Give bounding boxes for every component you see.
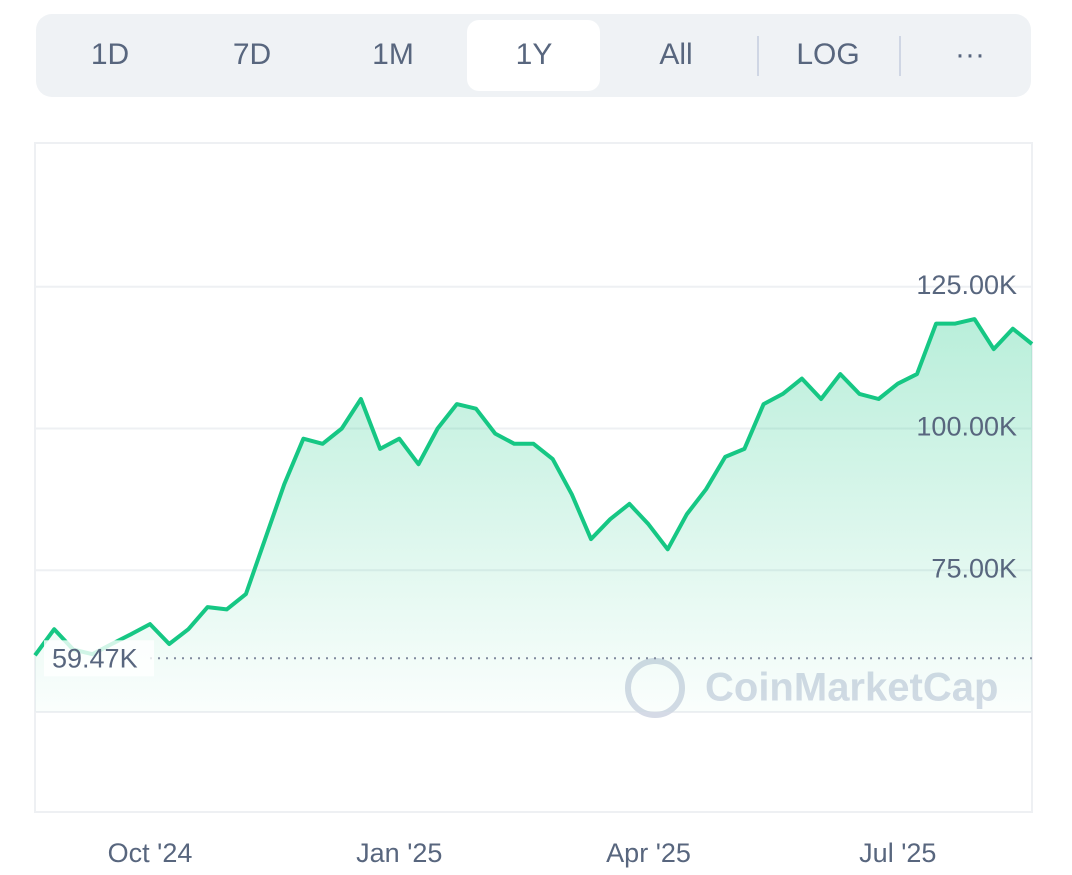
tab[interactable]: 1Y bbox=[516, 38, 553, 71]
tab[interactable]: 1M bbox=[372, 38, 414, 71]
price-line bbox=[33, 317, 1034, 657]
reference-label-bg bbox=[44, 640, 154, 677]
tab-selected-bg bbox=[467, 20, 600, 91]
x-tick-label: Apr '25 bbox=[606, 838, 691, 868]
y-tick-label: 75.00K bbox=[931, 553, 1017, 583]
tab[interactable]: All bbox=[659, 38, 692, 71]
y-tick-label: 100.00K bbox=[916, 412, 1017, 442]
tab[interactable]: 7D bbox=[233, 38, 271, 71]
x-tick-label: Oct '24 bbox=[108, 838, 193, 868]
reference-label: 59.47K bbox=[52, 643, 138, 673]
y-tick-label: 125.00K bbox=[916, 270, 1017, 300]
tab[interactable]: ··· bbox=[955, 38, 985, 71]
x-tick-label: Jan '25 bbox=[356, 838, 442, 868]
area bbox=[35, 319, 1032, 712]
x-tick-label: Jul '25 bbox=[859, 838, 936, 868]
tab[interactable]: 1D bbox=[91, 38, 129, 71]
tab[interactable]: LOG bbox=[796, 38, 859, 71]
